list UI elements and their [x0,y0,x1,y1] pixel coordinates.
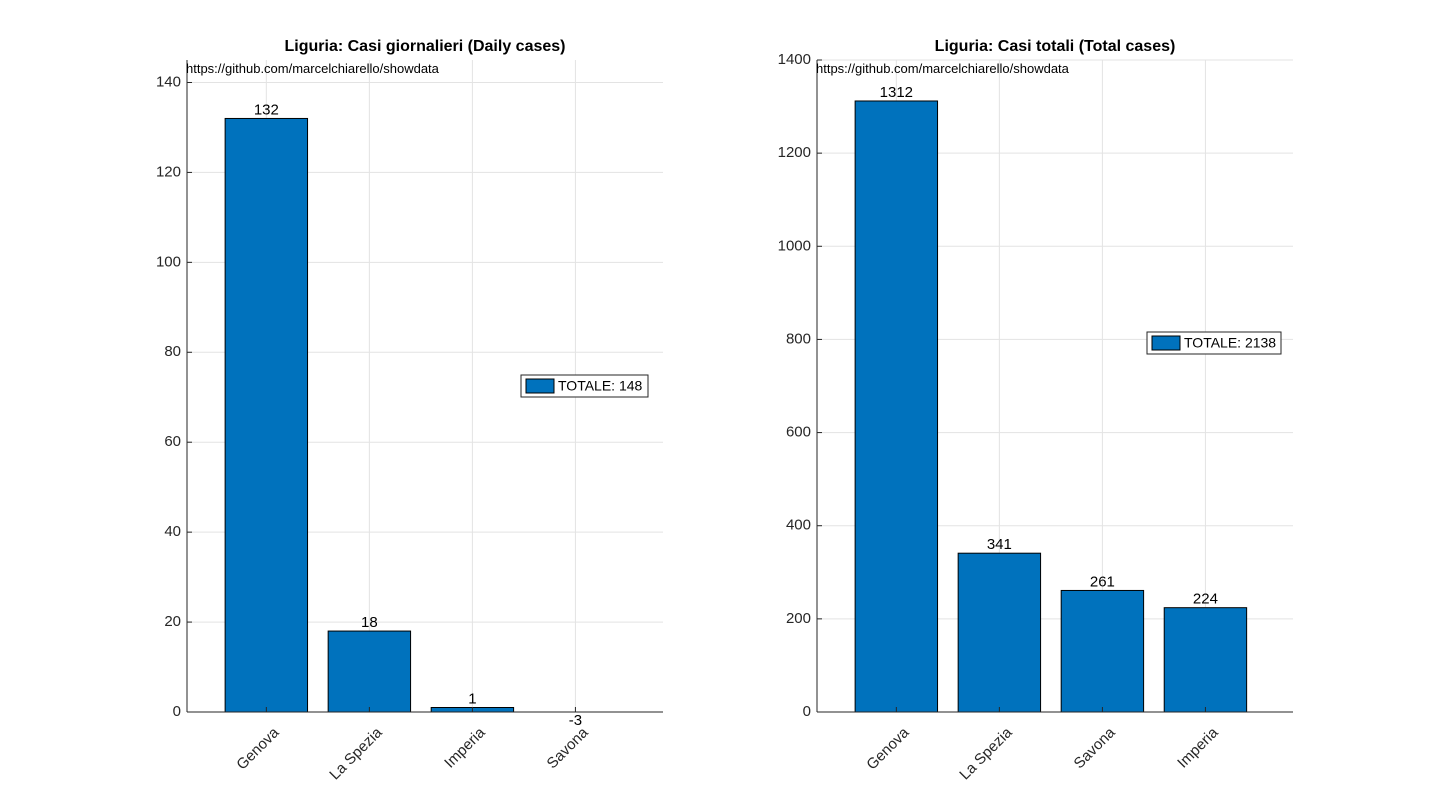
y-tick-label: 100 [156,253,181,270]
y-tick-label: 1400 [778,51,811,68]
y-tick-label: 600 [786,424,811,441]
y-tick-label: 0 [173,703,181,720]
bar-genova [224,117,309,713]
data-label: 341 [987,536,1012,553]
legend-label: TOTALE: 2138 [1184,335,1276,351]
data-label: 18 [361,614,378,631]
y-tick-label: 1000 [778,237,811,254]
y-tick-label: 1200 [778,144,811,161]
data-label: 1312 [880,84,913,101]
legend-swatch [1151,335,1181,351]
y-tick-label: 200 [786,610,811,627]
x-tick-label: Savona [544,724,592,772]
data-label: 1 [468,691,476,708]
data-label: 132 [254,101,279,118]
x-tick-label: Savona [1071,724,1119,772]
y-tick-label: 400 [786,517,811,534]
legend-swatch [525,378,555,394]
y-tick-label: 0 [803,703,811,720]
source-annotation: https://github.com/marcelchiarello/showd… [186,61,440,76]
bar-la-spezia [327,630,412,713]
data-label: -3 [569,712,582,729]
x-tick-label: La Spezia [956,724,1016,784]
y-tick-label: 60 [164,433,181,450]
y-tick-label: 80 [164,343,181,360]
y-tick-label: 800 [786,330,811,347]
x-tick-label: Imperia [1174,724,1222,772]
source-annotation: https://github.com/marcelchiarello/showd… [816,61,1070,76]
bar-imperia [1163,607,1248,713]
bar-genova [854,100,939,713]
bar-la-spezia [957,552,1042,713]
data-label: 261 [1090,573,1115,590]
daily-cases-chart: 132 18 1 -3 0 20 40 60 80 100 120 140 Genova La Spezi… [156,38,663,783]
total-cases-chart: 1312 341 261 224 0 200 400 600 800 1000 1200 1400 Ge… [778,38,1293,783]
x-tick-label: Imperia [441,724,489,772]
x-tick-label: La Spezia [326,724,386,784]
legend-label: TOTALE: 148 [558,378,643,394]
chart-title: Liguria: Casi totali (Total cases) [935,38,1176,55]
x-tick-label: Genova [863,724,913,774]
data-label: 224 [1193,591,1218,608]
chart-title: Liguria: Casi giornalieri (Daily cases) [285,38,566,55]
y-tick-label: 40 [164,523,181,540]
bar-savona [1060,589,1145,713]
y-tick-label: 120 [156,163,181,180]
y-tick-label: 140 [156,73,181,90]
y-tick-label: 20 [164,613,181,630]
x-tick-label: Genova [233,724,283,774]
